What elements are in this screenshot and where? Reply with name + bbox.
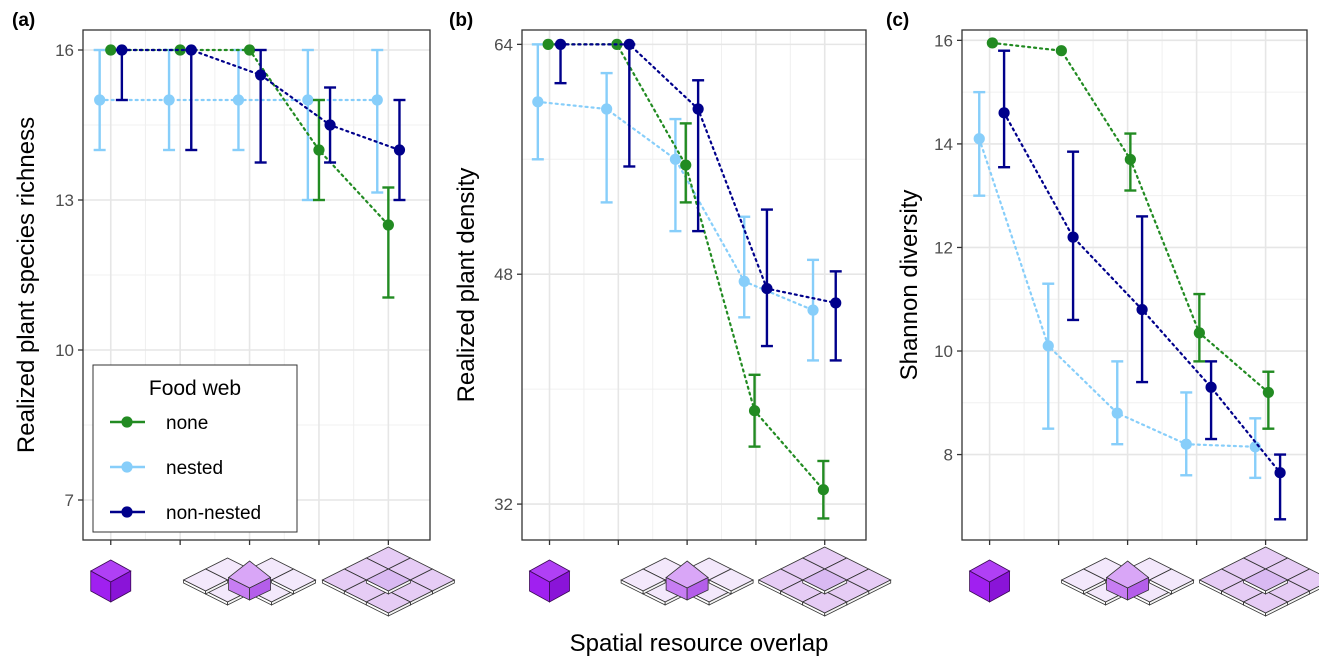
data-point-non-nested — [116, 44, 128, 56]
data-point-none — [986, 37, 998, 49]
data-point-non-nested — [393, 144, 406, 156]
data-point-none — [1262, 386, 1274, 399]
plot-border — [961, 29, 1308, 541]
data-point-none — [1193, 327, 1205, 339]
data-point-nested — [1042, 340, 1054, 352]
data-point-non-nested — [185, 44, 197, 56]
data-point-non-nested — [692, 103, 704, 115]
legend-box — [92, 364, 298, 533]
data-point-non-nested — [1205, 381, 1217, 393]
data-point-non-nested — [324, 119, 336, 131]
single-patch-icon — [89, 559, 132, 603]
legend: Food web none nested non-nested — [92, 364, 298, 533]
spread-patches-icon — [1198, 546, 1319, 617]
data-point-none — [748, 405, 761, 417]
data-point-non-nested — [761, 282, 773, 295]
single-patch-icon — [968, 559, 1011, 603]
data-point-nested — [669, 153, 682, 165]
panel-label: (b) — [449, 10, 473, 31]
spread-patches-icon — [321, 546, 456, 617]
data-point-none — [382, 219, 394, 231]
y-tick-label: 48 — [494, 265, 513, 284]
data-point-nested — [738, 275, 750, 288]
data-point-nested — [163, 94, 175, 106]
data-point-none — [542, 38, 554, 50]
data-point-none — [313, 144, 325, 156]
data-point-nested — [302, 94, 314, 106]
data-point-non-nested — [623, 38, 635, 50]
y-tick-label: 16 — [934, 31, 953, 50]
chart-panel-b: 32 48 64 (b) Realized plant density — [449, 10, 892, 617]
y-tick-label: 12 — [934, 238, 953, 257]
data-point-nested — [807, 304, 819, 316]
plot-border — [82, 29, 431, 541]
data-point-non-nested — [255, 69, 267, 81]
data-point-nested — [973, 133, 985, 145]
y-tick-label: 16 — [55, 41, 74, 60]
legend-marker-none — [121, 416, 133, 428]
plot-background — [522, 30, 866, 540]
y-tick-label: 7 — [65, 491, 74, 510]
data-point-nested — [371, 94, 383, 106]
data-point-none — [817, 484, 829, 496]
y-axis-title: Realized plant density — [453, 168, 480, 403]
y-tick-label: 32 — [494, 495, 513, 514]
panel-label: (c) — [886, 10, 909, 31]
data-point-nested — [1180, 438, 1192, 450]
panel-label: (a) — [12, 10, 35, 31]
y-tick-label: 14 — [934, 135, 953, 154]
data-point-non-nested — [830, 297, 842, 309]
data-point-non-nested — [1067, 231, 1079, 243]
data-point-non-nested — [554, 38, 567, 50]
data-point-non-nested — [998, 107, 1010, 119]
legend-label-nested: nested — [166, 458, 223, 479]
legend-title: Food web — [149, 377, 241, 400]
y-tick-label: 64 — [494, 35, 513, 54]
y-tick-label: 10 — [934, 342, 953, 361]
data-point-nested — [232, 94, 245, 106]
nested-patches-icon — [620, 557, 755, 606]
legend-label-non-nested: non-nested — [166, 503, 261, 524]
plot-border — [521, 29, 867, 541]
data-point-nested — [1111, 407, 1123, 419]
data-point-nested — [532, 96, 544, 108]
series-line-none — [547, 43, 825, 491]
data-point-none — [174, 44, 186, 56]
data-point-none — [1055, 45, 1067, 57]
legend-label-none: none — [166, 413, 208, 434]
data-point-non-nested — [1136, 303, 1148, 316]
y-axis-title: Shannon diversity — [896, 190, 923, 381]
data-point-non-nested — [1274, 467, 1286, 479]
data-point-nested — [94, 94, 106, 106]
y-tick-label: 13 — [55, 191, 74, 210]
nested-patches-icon — [182, 557, 317, 606]
legend-marker-non-nested — [121, 506, 133, 518]
y-tick-label: 10 — [55, 341, 74, 360]
legend-marker-nested — [121, 461, 133, 473]
x-axis-title: Spatial resource overlap — [570, 630, 829, 656]
data-point-none — [680, 159, 692, 171]
single-patch-icon — [528, 559, 571, 603]
y-tick-label: 8 — [944, 446, 953, 465]
y-axis-title: Realized plant species richness — [13, 117, 40, 453]
data-point-none — [1124, 153, 1136, 166]
chart-panel-c: 8 10 12 14 16 (c) Shannon diversity — [886, 10, 1319, 617]
data-point-nested — [601, 103, 613, 115]
data-point-none — [243, 44, 256, 56]
nested-patches-icon — [1060, 557, 1195, 606]
data-point-none — [105, 44, 117, 56]
spread-patches-icon — [757, 546, 892, 617]
